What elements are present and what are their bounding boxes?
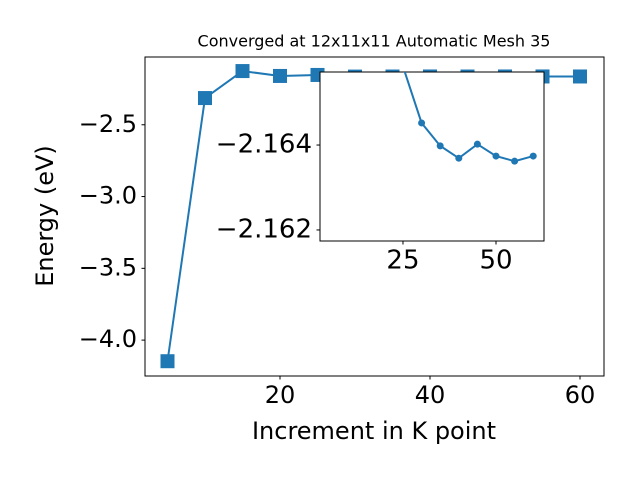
marker	[455, 154, 463, 162]
marker	[418, 119, 426, 127]
chart-title: Converged at 12x11x11 Automatic Mesh 35	[198, 32, 551, 51]
y-tick-label: −2.164	[216, 130, 312, 160]
marker	[492, 152, 500, 160]
y-axis-label: Energy (eV)	[31, 145, 59, 287]
x-tick-label: 50	[479, 246, 512, 276]
y-tick-label: −2.162	[216, 214, 312, 244]
marker	[198, 91, 212, 106]
marker	[511, 157, 519, 165]
x-tick-label: 60	[565, 381, 596, 409]
marker	[473, 140, 481, 148]
x-tick-label: 40	[415, 381, 446, 409]
series-group	[403, 72, 537, 165]
marker	[529, 152, 537, 160]
x-axis-label: Increment in K point	[252, 417, 496, 445]
marker	[160, 354, 175, 369]
y-tick-label: −3.0	[79, 182, 137, 210]
marker	[573, 69, 587, 84]
marker	[436, 142, 444, 150]
y-tick-label: −3.5	[79, 253, 137, 281]
x-tick-label: 25	[386, 246, 419, 276]
y-tick-label: −4.0	[79, 325, 137, 353]
x-tick-label: 20	[265, 381, 296, 409]
marker	[235, 64, 250, 79]
plot-area	[319, 71, 545, 242]
y-tick-label: −2.5	[79, 110, 137, 138]
marker	[273, 68, 287, 83]
